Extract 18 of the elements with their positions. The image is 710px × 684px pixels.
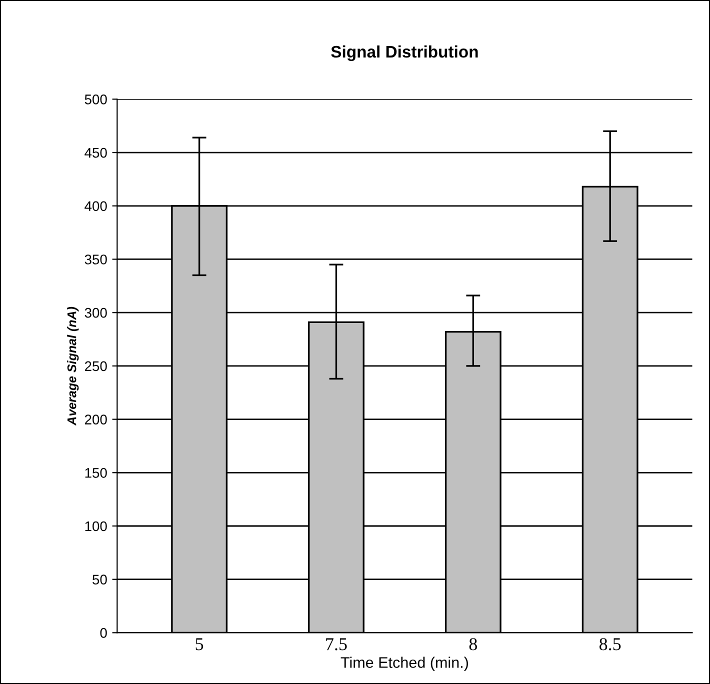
y-tick-label: 50 bbox=[92, 574, 107, 585]
y-tick-label: 150 bbox=[85, 468, 107, 478]
x-tick-label: 5 bbox=[196, 638, 204, 650]
x-tick-label: 7.5 bbox=[326, 638, 347, 650]
y-axis-title: Average Signal (nA) bbox=[67, 306, 79, 426]
y-tick-label: 250 bbox=[84, 361, 107, 372]
x-tick-label: 8.5 bbox=[599, 638, 621, 650]
x-axis-title: Time Etched (min.) bbox=[340, 656, 468, 671]
y-tick-label: 200 bbox=[84, 414, 107, 424]
x-tick-label: 8 bbox=[469, 638, 477, 650]
y-tick-label: 300 bbox=[84, 308, 107, 318]
y-tick-label: 450 bbox=[84, 148, 107, 158]
y-tick-label: 350 bbox=[84, 254, 107, 264]
chart-title: Signal Distribution bbox=[331, 45, 478, 62]
y-tick-label: 100 bbox=[85, 521, 107, 532]
y-tick-label: 0 bbox=[100, 628, 107, 638]
y-tick-label: 400 bbox=[84, 201, 107, 212]
y-tick-label: 500 bbox=[84, 94, 107, 104]
